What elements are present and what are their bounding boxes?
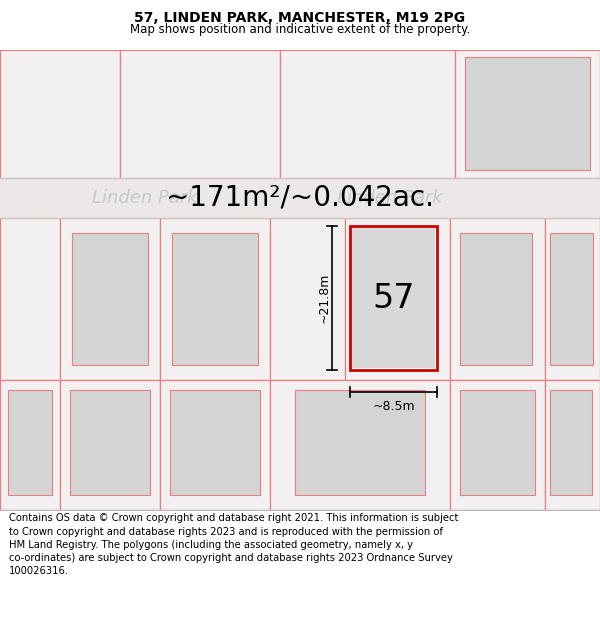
Bar (270, 380, 450, 510)
Bar (170, 390, 260, 495)
Text: ~8.5m: ~8.5m (372, 400, 415, 413)
Bar (295, 390, 425, 495)
Bar (60, 218, 160, 380)
Bar (550, 390, 592, 495)
Bar (345, 218, 450, 380)
Text: Linden Park: Linden Park (337, 189, 443, 207)
Text: ~171m²/~0.042ac.: ~171m²/~0.042ac. (166, 184, 434, 212)
Text: Contains OS data © Crown copyright and database right 2021. This information is : Contains OS data © Crown copyright and d… (9, 514, 458, 576)
Bar (8, 390, 52, 495)
Text: 57, LINDEN PARK, MANCHESTER, M19 2PG: 57, LINDEN PARK, MANCHESTER, M19 2PG (134, 11, 466, 25)
Text: 57: 57 (372, 281, 415, 314)
Bar (70, 390, 150, 495)
Bar (0, 380, 60, 510)
Bar (172, 233, 258, 365)
Bar (460, 390, 535, 495)
Bar (280, 50, 455, 178)
Bar (160, 218, 270, 380)
Bar (160, 380, 270, 510)
Bar (450, 218, 545, 380)
Bar (460, 233, 532, 365)
Text: ~21.8m: ~21.8m (317, 272, 331, 323)
Bar (455, 50, 600, 178)
Bar (0, 50, 120, 178)
Bar (120, 50, 280, 178)
Bar (0, 218, 60, 380)
Bar (352, 228, 435, 368)
Bar (545, 380, 600, 510)
Bar (60, 380, 160, 510)
Bar (450, 380, 545, 510)
Bar (0, 178, 600, 218)
Bar (350, 226, 437, 370)
Text: Linden Park: Linden Park (92, 189, 198, 207)
Bar (550, 233, 593, 365)
Bar (545, 218, 600, 380)
Bar (72, 233, 148, 365)
Bar (270, 218, 345, 380)
Text: Map shows position and indicative extent of the property.: Map shows position and indicative extent… (130, 23, 470, 36)
Bar (465, 57, 590, 170)
